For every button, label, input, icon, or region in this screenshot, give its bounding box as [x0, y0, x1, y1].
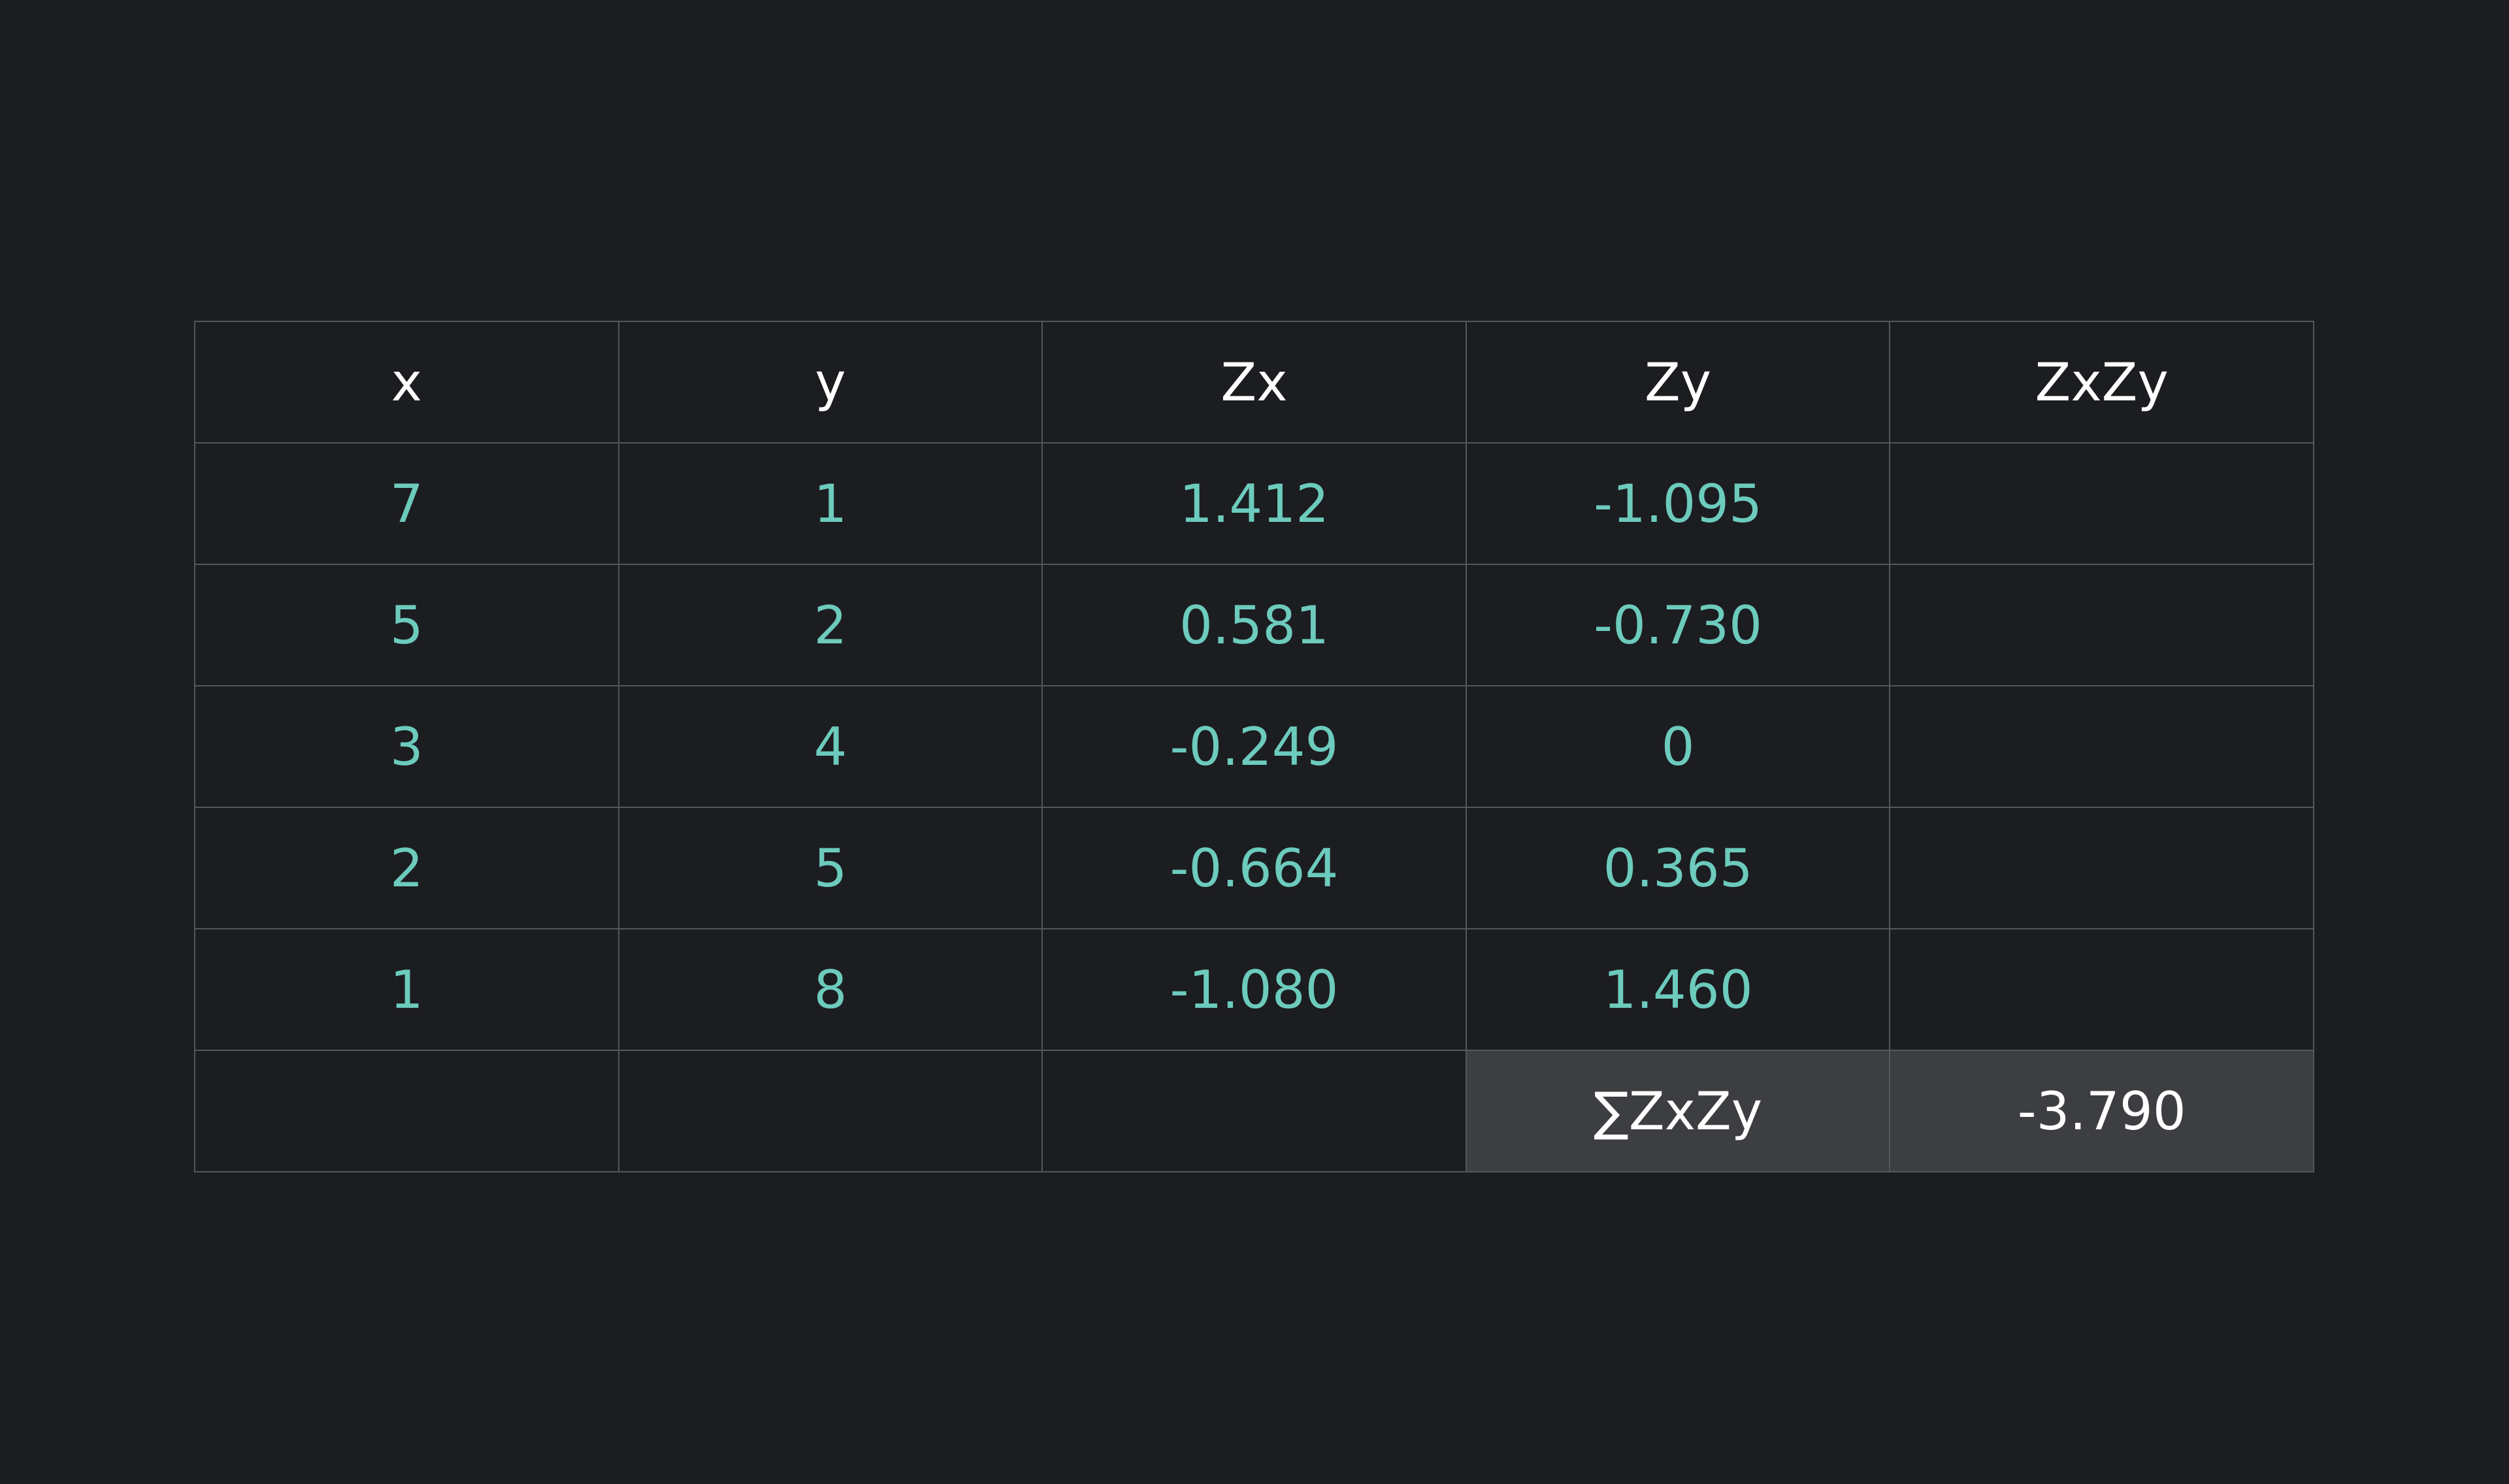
cell-zx: -0.249	[1041, 685, 1467, 808]
correlation-table: x y Zx Zy ZxZy 7 1 1.412 -1.095 5 2 0.58…	[194, 321, 2314, 1172]
cell-zy: 0	[1465, 685, 1891, 808]
cell-y: 4	[617, 685, 1043, 808]
cell-y: 8	[617, 928, 1043, 1051]
cell-x: 5	[194, 564, 619, 686]
cell-zx: 1.412	[1041, 442, 1467, 565]
correlation-table-container: x y Zx Zy ZxZy 7 1 1.412 -1.095 5 2 0.58…	[194, 321, 2314, 1172]
cell-zy: 0.365	[1465, 807, 1891, 929]
table-row: 5 2 0.581 -0.730	[194, 564, 2314, 686]
header-zx: Zx	[1041, 321, 1467, 444]
sum-value: -3.790	[1889, 1050, 2314, 1172]
table-row: 1 8 -1.080 1.460	[194, 928, 2314, 1051]
cell-x: 7	[194, 442, 619, 565]
cell-zx: -0.664	[1041, 807, 1467, 929]
cell-zy: -0.730	[1465, 564, 1891, 686]
cell-zxzy	[1889, 928, 2314, 1051]
table-row: 2 5 -0.664 0.365	[194, 807, 2314, 929]
cell-x: 3	[194, 685, 619, 808]
table-row: 3 4 -0.249 0	[194, 685, 2314, 808]
cell-y: 1	[617, 442, 1043, 565]
summary-empty-cell	[617, 1050, 1043, 1172]
header-row: x y Zx Zy ZxZy	[194, 321, 2314, 444]
summary-empty-cell	[1041, 1050, 1467, 1172]
cell-zx: -1.080	[1041, 928, 1467, 1051]
cell-y: 2	[617, 564, 1043, 686]
summary-empty-cell	[194, 1050, 619, 1172]
header-y: y	[617, 321, 1043, 444]
cell-zy: -1.095	[1465, 442, 1891, 565]
cell-zxzy	[1889, 442, 2314, 565]
cell-x: 1	[194, 928, 619, 1051]
summary-row: ∑ZxZy -3.790	[194, 1050, 2314, 1172]
header-zy: Zy	[1465, 321, 1891, 444]
cell-zxzy	[1889, 685, 2314, 808]
table-row: 7 1 1.412 -1.095	[194, 442, 2314, 565]
cell-zxzy	[1889, 564, 2314, 686]
cell-zy: 1.460	[1465, 928, 1891, 1051]
cell-x: 2	[194, 807, 619, 929]
header-x: x	[194, 321, 619, 444]
sum-label: ∑ZxZy	[1465, 1050, 1891, 1172]
header-zxzy: ZxZy	[1889, 321, 2314, 444]
cell-zx: 0.581	[1041, 564, 1467, 686]
cell-zxzy	[1889, 807, 2314, 929]
cell-y: 5	[617, 807, 1043, 929]
